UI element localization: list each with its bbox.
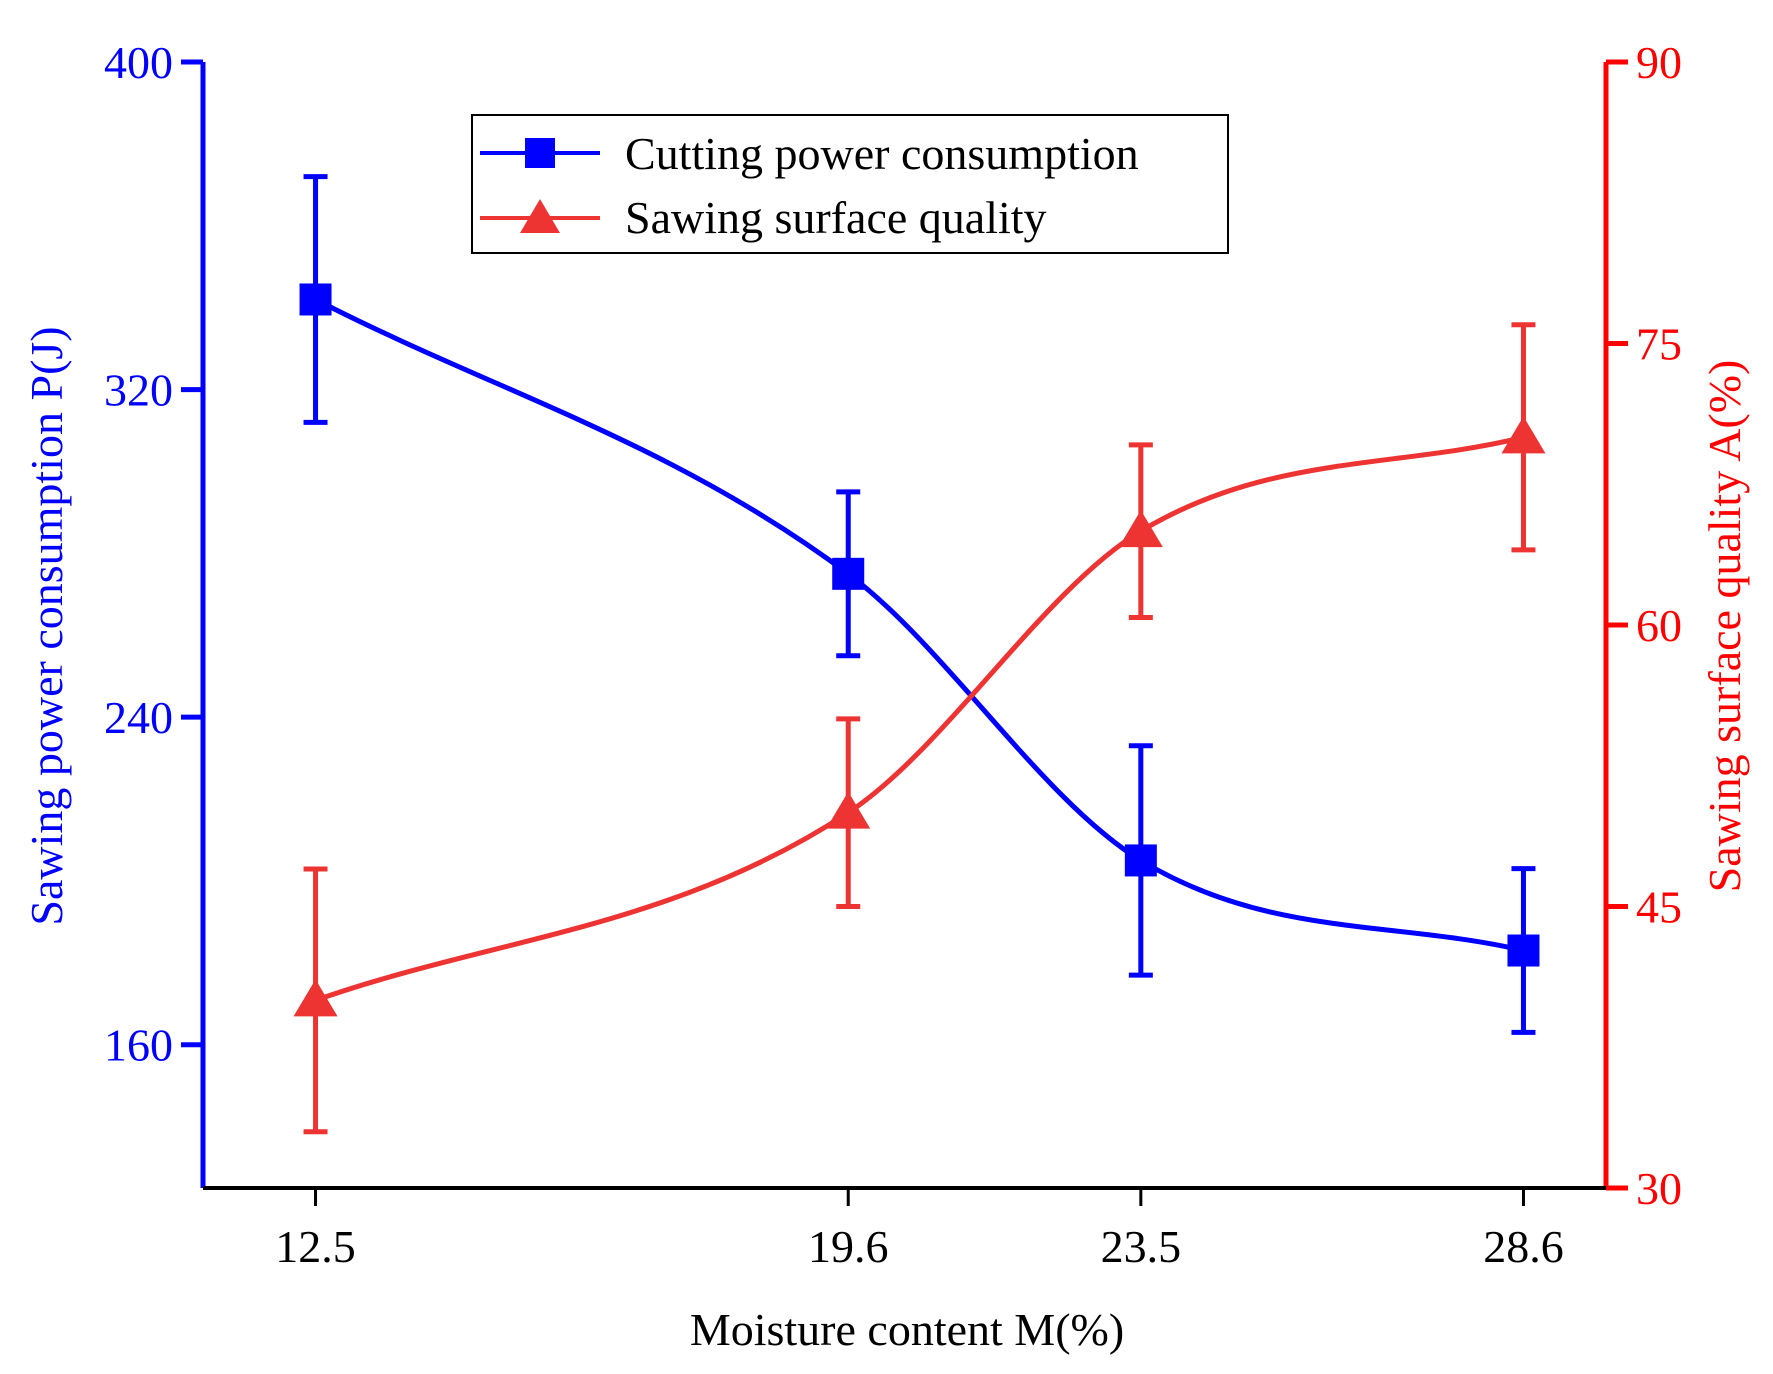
data-point-power — [1507, 934, 1540, 967]
legend-label-quality: Sawing surface quality — [625, 192, 1047, 243]
legend-label-power: Cutting power consumption — [625, 128, 1139, 179]
y-left-tick-label: 240 — [104, 692, 173, 743]
axes: 12.5 19.6 23.5 28.6 160 240 320 400 30 45 60 75 90 — [104, 37, 1682, 1272]
series-line-quality — [314, 434, 1525, 1003]
legend-marker-quality — [520, 199, 560, 233]
legend: Cutting power consumption Sawing surface… — [471, 114, 1229, 254]
data-point-quality — [293, 979, 338, 1017]
y-left-axis-title: Sawing power consumption P(J) — [21, 326, 72, 925]
y-right-axis-title: Sawing surface quality A(%) — [1699, 360, 1750, 893]
series-line-power — [314, 297, 1525, 953]
x-axis-title: Moisture content M(%) — [690, 1304, 1124, 1355]
data-point-quality — [1118, 510, 1163, 548]
y-right-tick-label: 75 — [1636, 319, 1682, 370]
data-point-quality — [826, 791, 871, 829]
x-tick-label: 12.5 — [275, 1221, 356, 1272]
data-point-power — [832, 557, 865, 590]
x-tick-label: 19.6 — [808, 1221, 889, 1272]
y-left-tick-label: 320 — [104, 365, 173, 416]
data-point-power — [1124, 844, 1157, 877]
data-point-quality — [1501, 416, 1546, 454]
data-point-power — [299, 283, 332, 316]
y-right-tick-label: 60 — [1636, 600, 1682, 651]
series-lines — [314, 297, 1525, 1003]
error-bars — [303, 174, 1536, 1135]
legend-box — [471, 114, 1229, 254]
y-left-tick-label: 160 — [104, 1020, 173, 1071]
x-tick-label: 23.5 — [1101, 1221, 1182, 1272]
y-right-tick-label: 90 — [1636, 37, 1682, 88]
legend-marker-power — [525, 138, 555, 168]
y-left-tick-label: 400 — [104, 37, 173, 88]
y-right-tick-label: 45 — [1636, 882, 1682, 933]
x-tick-label: 28.6 — [1483, 1221, 1564, 1272]
y-right-tick-label: 30 — [1636, 1163, 1682, 1214]
series-markers — [293, 283, 1546, 1017]
